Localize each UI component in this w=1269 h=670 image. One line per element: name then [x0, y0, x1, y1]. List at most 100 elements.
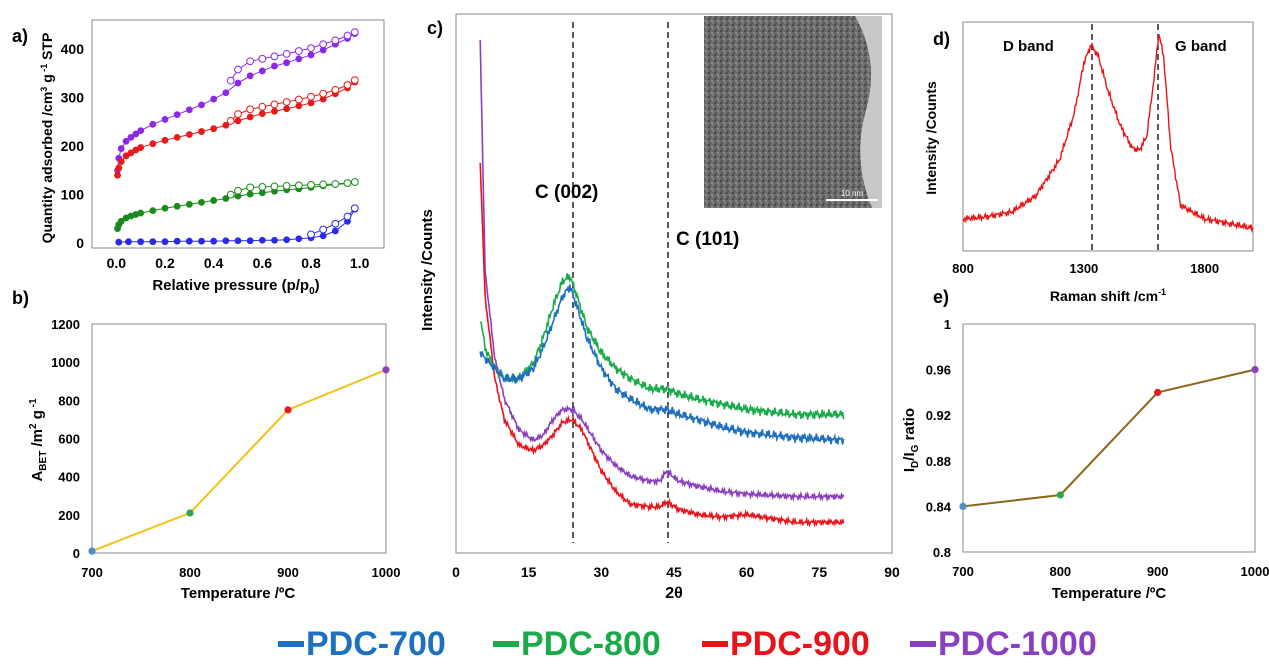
desorption-point: [319, 40, 328, 49]
adsorption-point: [122, 137, 130, 145]
adsorption-point: [295, 102, 303, 110]
adsorption-point: [271, 107, 278, 115]
panel-c-xtick: 90: [884, 564, 900, 580]
adsorption-point: [234, 79, 242, 87]
adsorption-point: [307, 51, 315, 59]
adsorption-point: [161, 238, 169, 246]
desorption-point: [343, 179, 352, 187]
adsorption-point: [210, 125, 218, 133]
panel-b-xlabel: Temperature /ºC: [181, 585, 296, 602]
panel-a-xtick: 0.2: [155, 255, 175, 271]
adsorption-point: [161, 136, 169, 144]
adsorption-point: [161, 204, 169, 212]
adsorption-point: [149, 207, 157, 215]
legend-label-pdc1000: PDC-1000: [938, 624, 1097, 663]
panel-a-xtick: 0.0: [107, 255, 127, 271]
panel-c-xtick: 75: [812, 564, 828, 580]
panel-d-xlabel: Raman shift /cm-1: [1050, 287, 1166, 304]
adsorption-point: [127, 133, 135, 141]
panel-d-raman: d) 800 1300 1800 D band G band Raman shift…: [923, 21, 1254, 304]
panel-b-data-point: [186, 509, 194, 517]
adsorption-point: [149, 120, 157, 128]
tem-inset-image: [704, 16, 882, 208]
adsorption-point: [198, 101, 205, 109]
adsorption-point: [210, 237, 218, 245]
isotherm-adsorption-line: [117, 33, 356, 171]
panel-d-label: d): [933, 29, 950, 49]
panel-e-data-point: [1251, 366, 1259, 374]
adsorption-point: [234, 117, 242, 125]
desorption-point: [343, 212, 352, 221]
desorption-point: [343, 81, 352, 89]
adsorption-point: [117, 145, 125, 152]
desorption-point: [319, 180, 328, 189]
panel-d-xtick: 1800: [1190, 261, 1219, 276]
panel-c-xrd: c) 0 15 30 45 60 75 90 10 nm C (002) C (101) 2…: [419, 13, 900, 602]
panel-a-ytick: 0: [76, 235, 84, 251]
panel-e-data-point: [1154, 388, 1162, 396]
panel-a-ylabel: Quantity adsorbed /cm3 g -1 STP: [39, 33, 55, 244]
adsorption-point: [234, 192, 242, 200]
panel-e-data-point: [959, 502, 967, 510]
panel-b-ytick: 800: [58, 393, 80, 408]
desorption-point: [282, 98, 291, 106]
panel-b-ytick: 600: [58, 432, 80, 447]
panel-b-xtick: 1000: [372, 565, 401, 580]
adsorption-point: [173, 237, 181, 245]
adsorption-point: [307, 99, 315, 107]
panel-b-ytick: 1200: [51, 317, 80, 332]
adsorption-point: [331, 227, 339, 235]
xrd-pattern-line: [479, 162, 845, 528]
c101-annotation: C (101): [676, 229, 739, 250]
legend-label-pdc800: PDC-800: [521, 624, 661, 663]
panel-e-series-line: [962, 368, 1256, 508]
panel-b-ytick: 200: [58, 508, 80, 523]
legend-item-pdc1000: PDC-1000: [910, 624, 1097, 664]
legend: PDC-700 PDC-800 PDC-900 PDC-1000: [0, 624, 1269, 664]
desorption-point: [294, 181, 303, 190]
panel-e-xtick: 1000: [1241, 564, 1269, 579]
panel-e-ytick: 1: [944, 317, 951, 332]
adsorption-point: [246, 237, 254, 245]
panel-b-frame: [91, 323, 387, 554]
panel-e-ytick: 0.88: [926, 454, 951, 469]
panel-c-xtick: 45: [666, 564, 682, 580]
isotherm-adsorption-line: [118, 208, 356, 243]
panel-c-xlabel: 2θ: [665, 585, 683, 602]
desorption-point: [350, 178, 359, 186]
panel-a-ytick: 300: [61, 90, 85, 106]
panel-c-label: c): [427, 18, 443, 38]
panel-c-xtick: 0: [452, 564, 460, 580]
adsorption-point: [258, 189, 266, 197]
desorption-point: [234, 65, 242, 74]
adsorption-point: [198, 128, 205, 135]
panel-a-ytick: 100: [61, 187, 85, 203]
panel-e-ylabel: ID/IG ratio: [901, 408, 921, 472]
adsorption-point: [234, 237, 242, 245]
panel-e-xlabel: Temperature /ºC: [1052, 585, 1167, 602]
panel-c-xtick: 30: [594, 564, 610, 580]
panel-a-label: a): [12, 26, 28, 46]
adsorption-point: [185, 200, 193, 208]
desorption-point: [307, 44, 315, 53]
desorption-point: [258, 102, 267, 111]
desorption-point: [307, 181, 315, 189]
adsorption-point: [198, 199, 205, 206]
panel-e-data-point: [1056, 491, 1064, 499]
desorption-point: [246, 57, 255, 66]
panel-b-ytick: 400: [58, 470, 80, 485]
adsorption-point: [117, 217, 125, 225]
desorption-point: [319, 225, 328, 234]
desorption-point: [226, 76, 235, 85]
panel-b-label: b): [12, 288, 29, 308]
adsorption-point: [246, 190, 254, 198]
desorption-point: [270, 100, 279, 109]
panel-e-ytick: 0.96: [926, 363, 951, 378]
panel-e-label: e): [933, 287, 949, 307]
panel-e-idig: e) 700 800 900 1000 0.8 0.84 0.88 0.92 0.96 1 Tem…: [901, 287, 1269, 602]
panel-d-ylabel: Intensity /Counts: [923, 81, 939, 195]
adsorption-point: [222, 89, 230, 97]
adsorption-point: [258, 110, 266, 118]
adsorption-point: [222, 237, 230, 245]
desorption-point: [331, 36, 340, 45]
